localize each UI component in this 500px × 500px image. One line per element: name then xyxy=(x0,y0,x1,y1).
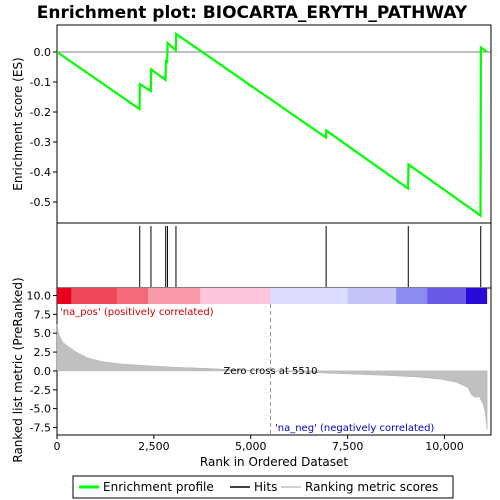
x-tick-label: 7,500 xyxy=(332,440,364,453)
negative-correlation-label: 'na_neg' (negatively correlated) xyxy=(275,423,434,434)
metric-y-tick-label: 0.0 xyxy=(34,365,52,378)
metric-y-tick-label: 7.5 xyxy=(34,308,52,321)
heat-band-segment xyxy=(270,288,348,304)
heat-band-layer xyxy=(57,288,488,304)
es-y-tick-label: -0.1 xyxy=(30,76,51,89)
hits-panel-frame xyxy=(56,222,492,289)
es-y-tick-label: -0.2 xyxy=(30,106,51,119)
legend-box xyxy=(72,475,454,499)
heat-band-segment xyxy=(117,288,149,304)
positive-correlation-label: 'na_pos' (positively correlated) xyxy=(60,307,214,318)
heat-band-segment xyxy=(148,288,201,304)
es-y-axis-label: Enrichment score (ES) xyxy=(11,57,25,190)
heat-band-segment xyxy=(465,288,488,304)
heat-band-segment xyxy=(200,288,271,304)
metric-y-tick-label: -7.5 xyxy=(30,421,51,434)
ranking-metric-area xyxy=(56,324,488,430)
x-tick-label: 5,000 xyxy=(235,440,267,453)
heat-band-segment xyxy=(57,288,72,304)
heat-band-segment xyxy=(396,288,428,304)
metric-y-tick-label: -2.5 xyxy=(30,384,51,397)
chart-title: Enrichment plot: BIOCARTA_ERYTH_PATHWAY xyxy=(37,3,468,23)
x-axis-label: Rank in Ordered Dataset xyxy=(200,455,348,469)
metric-y-tick-label: 5.0 xyxy=(34,327,52,340)
legend: Enrichment profile Hits Ranking metric s… xyxy=(72,475,454,499)
legend-label-ranking-metric: Ranking metric scores xyxy=(305,480,438,494)
es-y-tick-label: -0.4 xyxy=(30,166,51,179)
axes-layer: 0.0 -0.1 -0.2 -0.3 -0.4 -0.5 10.0 7.5 5.0 2.5 0.0 -… xyxy=(27,46,464,453)
hits-layer xyxy=(139,226,482,287)
legend-label-hits: Hits xyxy=(254,480,277,494)
es-y-tick-label: -0.5 xyxy=(30,196,51,209)
x-tick-label: 2,500 xyxy=(138,440,170,453)
x-tick-label: 0 xyxy=(54,440,61,453)
legend-label-enrichment-profile: Enrichment profile xyxy=(103,480,214,494)
ranked-metric-layer: Zero cross at 5510 'na_pos' (positively c… xyxy=(56,304,488,435)
heat-band-segment xyxy=(71,288,118,304)
heat-band-segment xyxy=(427,288,466,304)
zero-cross-label: Zero cross at 5510 xyxy=(224,366,318,377)
heat-band-segment xyxy=(347,288,397,304)
enrichment-panel-frame xyxy=(56,24,492,224)
es-y-tick-label: 0.0 xyxy=(34,46,52,59)
metric-y-axis-label: Ranked list metric (PreRanked) xyxy=(11,277,25,462)
metric-y-tick-label: -5.0 xyxy=(30,403,51,416)
enrichment-layer xyxy=(56,31,491,218)
enrichment-profile-line xyxy=(56,31,488,218)
metric-y-tick-label: 10.0 xyxy=(27,290,52,303)
x-tick-label: 10,000 xyxy=(425,440,464,453)
metric-y-tick-label: 2.5 xyxy=(34,346,52,359)
es-y-tick-label: -0.3 xyxy=(30,136,51,149)
